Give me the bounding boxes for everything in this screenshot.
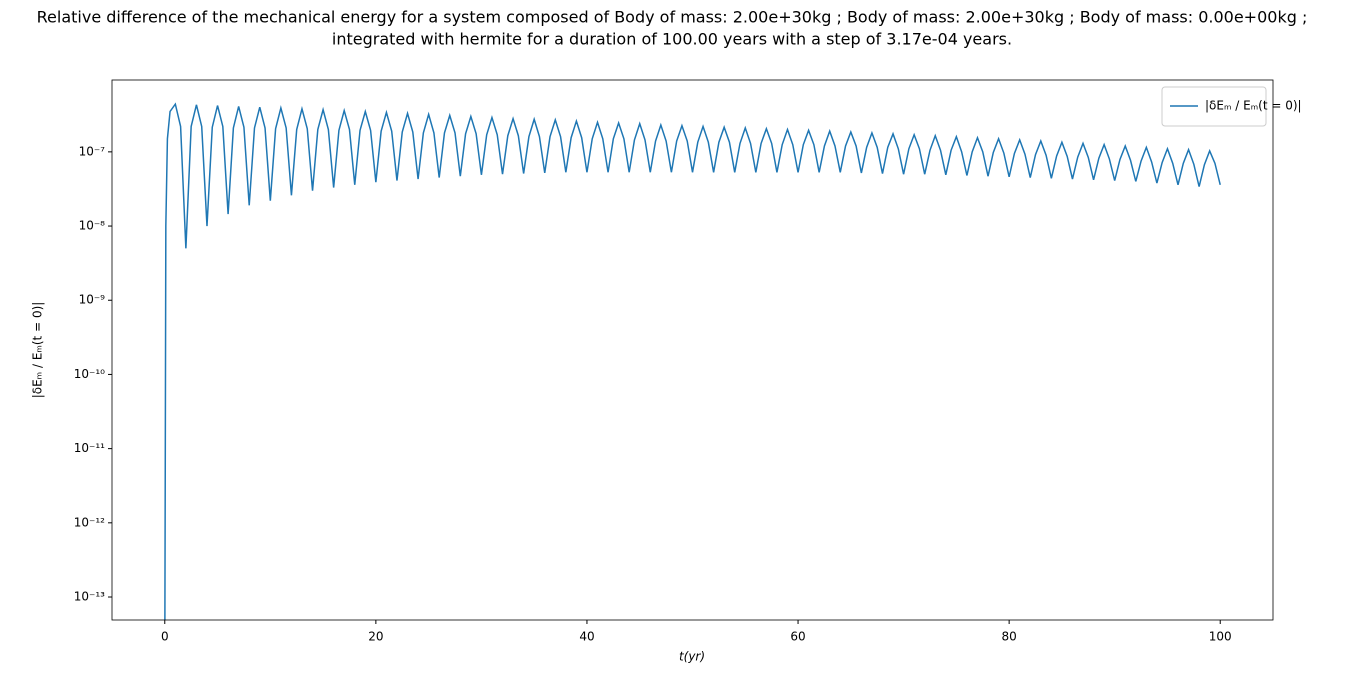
y-tick-label: 10⁻⁹	[79, 293, 106, 307]
y-tick-label: 10⁻¹⁰	[74, 367, 105, 381]
x-tick-label: 40	[579, 630, 594, 644]
x-tick-label: 0	[161, 630, 169, 644]
x-tick-label: 20	[368, 630, 383, 644]
y-tick-label: 10⁻¹²	[74, 515, 105, 529]
plot-frame	[111, 79, 1274, 621]
y-tick-label: 10⁻¹¹	[74, 441, 105, 455]
chart-title: integrated with hermite for a duration o…	[332, 30, 1012, 49]
x-tick-label: 100	[1209, 630, 1232, 644]
x-tick-label: 80	[1001, 630, 1016, 644]
x-tick-label: 60	[790, 630, 805, 644]
y-tick-label: 10⁻⁸	[79, 219, 106, 233]
legend-label: |δEₘ / Eₘ(t = 0)|	[1205, 99, 1302, 113]
data-line	[164, 102, 1221, 620]
y-tick-label: 10⁻¹³	[74, 590, 105, 604]
y-tick-label: 10⁻⁷	[79, 144, 106, 158]
y-axis-label: |δEₘ / Eₘ(t = 0)|	[31, 302, 45, 399]
x-axis-label: t(yr)	[679, 650, 705, 664]
legend-box	[1161, 86, 1267, 127]
chart-title: Relative difference of the mechanical en…	[37, 8, 1308, 27]
